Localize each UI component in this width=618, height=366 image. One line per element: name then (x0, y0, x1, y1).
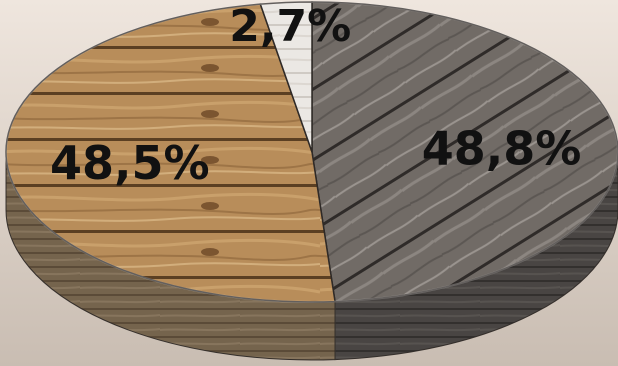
pie-slice-2 (5, 3, 336, 303)
pie-labels: 48,8% 48,5% 2,7% (50, 1, 581, 190)
pie-top (5, 1, 618, 303)
slice-label-1: 48,8% (422, 121, 582, 175)
slice-label-2: 48,5% (50, 136, 210, 190)
pie-slice-3 (259, 1, 313, 153)
pie-rim (5, 1, 618, 303)
slice-label-3: 2,7% (229, 1, 351, 52)
pie-side-shade-2 (6, 152, 336, 360)
pie-side-shade-1 (335, 152, 618, 360)
